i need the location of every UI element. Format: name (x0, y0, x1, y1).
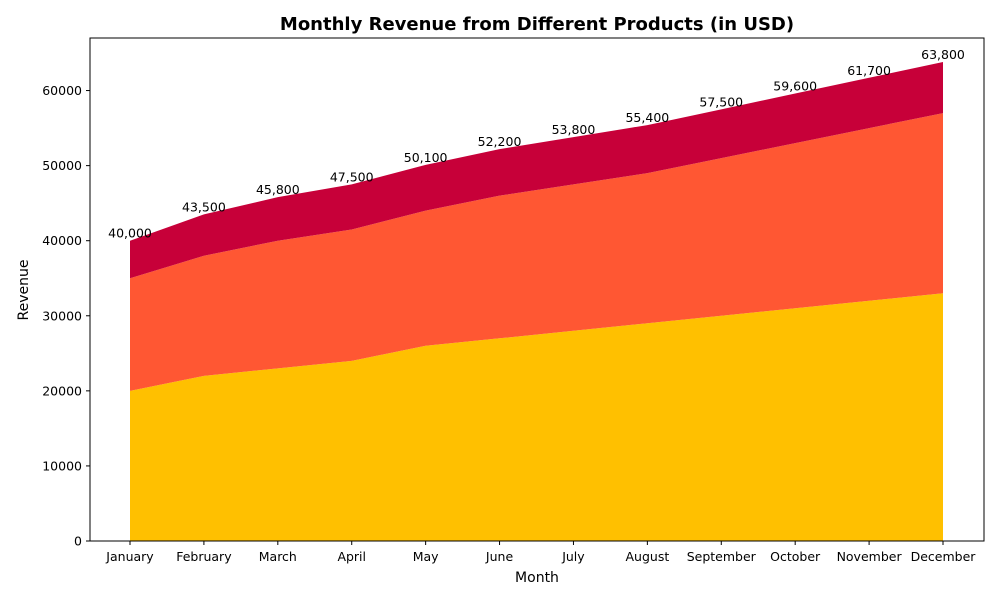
y-axis-label: Revenue (16, 260, 32, 321)
x-tick-label: October (770, 549, 821, 564)
total-label: 55,400 (625, 110, 669, 125)
x-tick-label: February (176, 549, 232, 564)
y-tick-label: 20000 (42, 383, 82, 398)
area-series-2 (130, 113, 943, 391)
y-tick-label: 60000 (42, 83, 82, 98)
total-label: 63,800 (921, 47, 965, 62)
x-tick-label: August (625, 549, 669, 564)
y-tick-label: 50000 (42, 158, 82, 173)
total-labels: 40,000 43,500 45,800 47,500 50,100 52,200 53,8… (108, 47, 965, 241)
total-label: 53,800 (552, 122, 596, 137)
y-axis: 0 10000 20000 30000 40000 50000 60000 (42, 83, 90, 549)
x-tick-label: January (105, 549, 154, 564)
total-label: 43,500 (182, 199, 226, 214)
x-axis-label: Month (515, 570, 559, 586)
chart-title: Monthly Revenue from Different Products … (280, 14, 794, 35)
total-label: 57,500 (699, 94, 743, 109)
y-tick-label: 0 (74, 534, 82, 549)
total-label: 59,600 (773, 79, 817, 94)
x-tick-label: April (337, 549, 366, 564)
area-layers (130, 62, 943, 541)
x-tick-label: December (911, 549, 977, 564)
total-label: 52,200 (478, 134, 522, 149)
x-tick-label: July (561, 549, 585, 564)
plot-frame (89, 37, 985, 542)
area-series-1 (130, 293, 943, 541)
y-tick-label: 40000 (42, 233, 82, 248)
x-tick-label: May (413, 549, 439, 564)
y-tick-label: 10000 (42, 458, 82, 473)
x-axis: January February March April May June July Augu… (105, 541, 976, 564)
x-tick-label: November (837, 549, 903, 564)
total-label: 50,100 (404, 150, 448, 165)
total-label: 61,700 (847, 63, 891, 78)
x-tick-label: March (259, 549, 297, 564)
x-tick-label: June (485, 549, 514, 564)
total-label: 47,500 (330, 169, 374, 184)
y-tick-label: 30000 (42, 308, 82, 323)
x-tick-label: September (687, 549, 757, 564)
area-series-3 (130, 62, 943, 279)
total-label: 40,000 (108, 226, 152, 241)
total-label: 45,800 (256, 182, 300, 197)
